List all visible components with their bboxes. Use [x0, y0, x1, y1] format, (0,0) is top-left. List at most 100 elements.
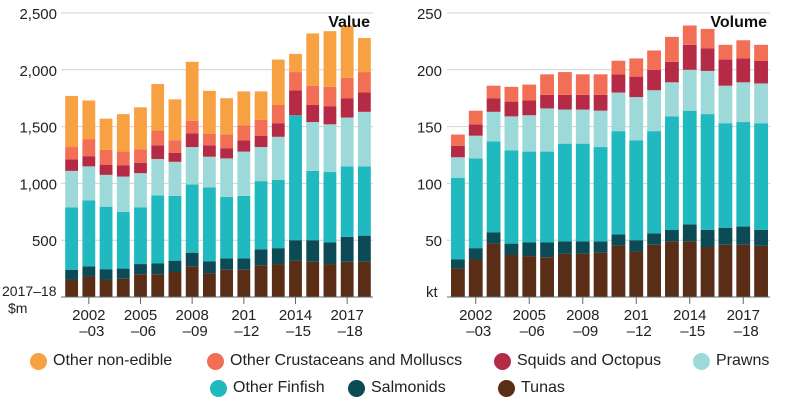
volume-bar-salmonids-9 [611, 234, 626, 246]
value-bar-salmonids-11 [254, 249, 268, 266]
value-bar-other-crustaceans-and-molluscs-4 [134, 149, 147, 163]
value-bar-other-finfish-9 [220, 197, 234, 259]
volume-bar-salmonids-1 [468, 248, 483, 260]
value-bar-squids-and-octopus-14 [306, 105, 320, 123]
volume-bar-salmonids-14 [700, 229, 715, 248]
value-bar-squids-and-octopus-10 [237, 140, 251, 152]
value-bar-other-non-edible-9 [220, 98, 234, 135]
value-bar-other-crustaceans-and-molluscs-1 [82, 139, 96, 157]
value-bar-other-non-edible-14 [306, 33, 320, 86]
value-bar-other-finfish-17 [357, 166, 371, 236]
volume-bar-other-finfish-5 [540, 151, 554, 243]
volume-bar-other-finfish-16 [736, 122, 751, 227]
volume-bar-squids-and-octopus-7 [575, 94, 590, 110]
value-bar-other-finfish-1 [82, 200, 96, 267]
volume-bar-squids-and-octopus-1 [468, 124, 483, 136]
volume-unit-label: kt [426, 284, 439, 301]
value-bar-tunas-9 [220, 269, 234, 297]
legend-swatch-other-non-edible [30, 352, 47, 370]
volume-bar-squids-and-octopus-17 [754, 60, 768, 84]
value-bar-other-crustaceans-and-molluscs-9 [220, 134, 234, 149]
value-bar-other-non-edible-4 [134, 107, 147, 150]
volume-bar-other-crustaceans-and-molluscs-6 [558, 72, 572, 95]
value-xtick-label-7-line1: 2008 [175, 307, 208, 324]
value-bar-salmonids-0 [65, 269, 79, 280]
volume-bar-other-crustaceans-and-molluscs-10 [629, 58, 644, 77]
volume-bar-salmonids-16 [736, 226, 751, 245]
volume-bar-other-finfish-4 [522, 151, 537, 243]
value-xtick-label-13-line2: –15 [286, 323, 311, 340]
value-bar-salmonids-3 [116, 268, 130, 279]
value-bar-prawns-17 [357, 111, 371, 167]
value-bar-other-finfish-13 [289, 115, 302, 241]
value-bar-prawns-4 [134, 173, 147, 208]
volume-bar-other-finfish-9 [611, 131, 626, 235]
value-bar-other-crustaceans-and-molluscs-17 [357, 72, 371, 93]
legend-swatch-tunas [498, 379, 515, 397]
value-bar-prawns-12 [271, 136, 285, 180]
volume-bar-squids-and-octopus-16 [736, 58, 751, 83]
value-bar-other-crustaceans-and-molluscs-16 [340, 77, 354, 99]
value-bar-other-finfish-12 [271, 179, 285, 249]
value-bar-prawns-16 [340, 117, 354, 167]
value-bar-salmonids-17 [357, 235, 371, 262]
legend-item-other-finfish: Other Finfish [210, 377, 325, 399]
value-bar-prawns-9 [220, 158, 234, 198]
volume-xtick-label-16-line1: 2017 [727, 307, 760, 324]
legend-swatch-salmonids [348, 379, 365, 397]
volume-bar-squids-and-octopus-6 [558, 94, 572, 110]
volume-bar-other-finfish-12 [665, 116, 679, 230]
value-bar-salmonids-4 [134, 264, 147, 275]
value-bar-other-crustaceans-and-molluscs-8 [202, 133, 216, 146]
value-bar-prawns-15 [323, 124, 337, 173]
value-bar-other-non-edible-11 [254, 91, 268, 120]
value-bar-other-non-edible-13 [289, 53, 302, 73]
legend-row-1: Other non-edible Other Crustaceans and M… [0, 350, 800, 372]
volume-bar-tunas-10 [629, 251, 644, 297]
value-bar-squids-and-octopus-15 [323, 106, 337, 125]
volume-bar-salmonids-17 [754, 229, 768, 246]
volume-bar-salmonids-0 [451, 259, 465, 269]
value-bar-tunas-5 [151, 274, 165, 297]
value-bar-squids-and-octopus-3 [116, 165, 130, 177]
volume-bar-other-finfish-11 [647, 131, 661, 234]
volume-bar-prawns-3 [504, 116, 519, 151]
value-bar-tunas-13 [289, 260, 302, 297]
value-bar-salmonids-13 [289, 240, 302, 261]
value-xtick-label-4-line2: –06 [131, 323, 156, 340]
volume-bar-squids-and-octopus-2 [486, 98, 501, 112]
value-bar-other-crustaceans-and-molluscs-11 [254, 119, 268, 136]
volume-bar-other-crustaceans-and-molluscs-11 [647, 50, 661, 70]
value-bar-other-finfish-7 [185, 184, 199, 253]
value-xtick-label-7-line2: –09 [183, 323, 208, 340]
volume-bar-tunas-13 [682, 241, 697, 297]
value-ytick-label-500: 500 [32, 233, 57, 250]
volume-bar-other-crustaceans-and-molluscs-16 [736, 40, 751, 59]
value-xtick-label-10-line1: 201 [231, 307, 256, 324]
value-bar-other-finfish-6 [168, 195, 182, 261]
volume-bar-other-crustaceans-and-molluscs-12 [665, 36, 679, 62]
value-bar-other-non-edible-17 [357, 37, 371, 73]
volume-bar-tunas-14 [700, 247, 715, 297]
value-bar-other-crustaceans-and-molluscs-6 [168, 140, 182, 153]
volume-bar-prawns-15 [718, 85, 733, 124]
legend-item-prawns: Prawns [693, 350, 769, 372]
legend-swatch-other-crustaceans-molluscs [207, 352, 224, 370]
value-bar-other-finfish-5 [151, 195, 165, 264]
volume-bar-salmonids-12 [665, 229, 679, 242]
volume-bar-tunas-8 [593, 252, 608, 297]
volume-bar-other-crustaceans-and-molluscs-9 [611, 60, 626, 75]
value-bar-salmonids-9 [220, 258, 234, 270]
volume-bar-squids-and-octopus-14 [700, 48, 715, 71]
value-ytick-label-2000: 2,000 [19, 63, 57, 80]
volume-bar-other-finfish-7 [575, 143, 590, 242]
legend-label-other-crustaceans-molluscs: Other Crustaceans and Molluscs [230, 352, 463, 369]
legend-item-tunas: Tunas [498, 377, 565, 399]
volume-bar-other-crustaceans-and-molluscs-5 [540, 74, 554, 95]
value-bar-tunas-14 [306, 261, 320, 297]
value-bar-other-finfish-11 [254, 181, 268, 250]
volume-bar-salmonids-5 [540, 242, 554, 258]
value-bar-tunas-15 [323, 264, 337, 297]
volume-xtick-label-4-line1: 2005 [513, 307, 546, 324]
volume-xtick-label-4-line2: –06 [520, 323, 545, 340]
